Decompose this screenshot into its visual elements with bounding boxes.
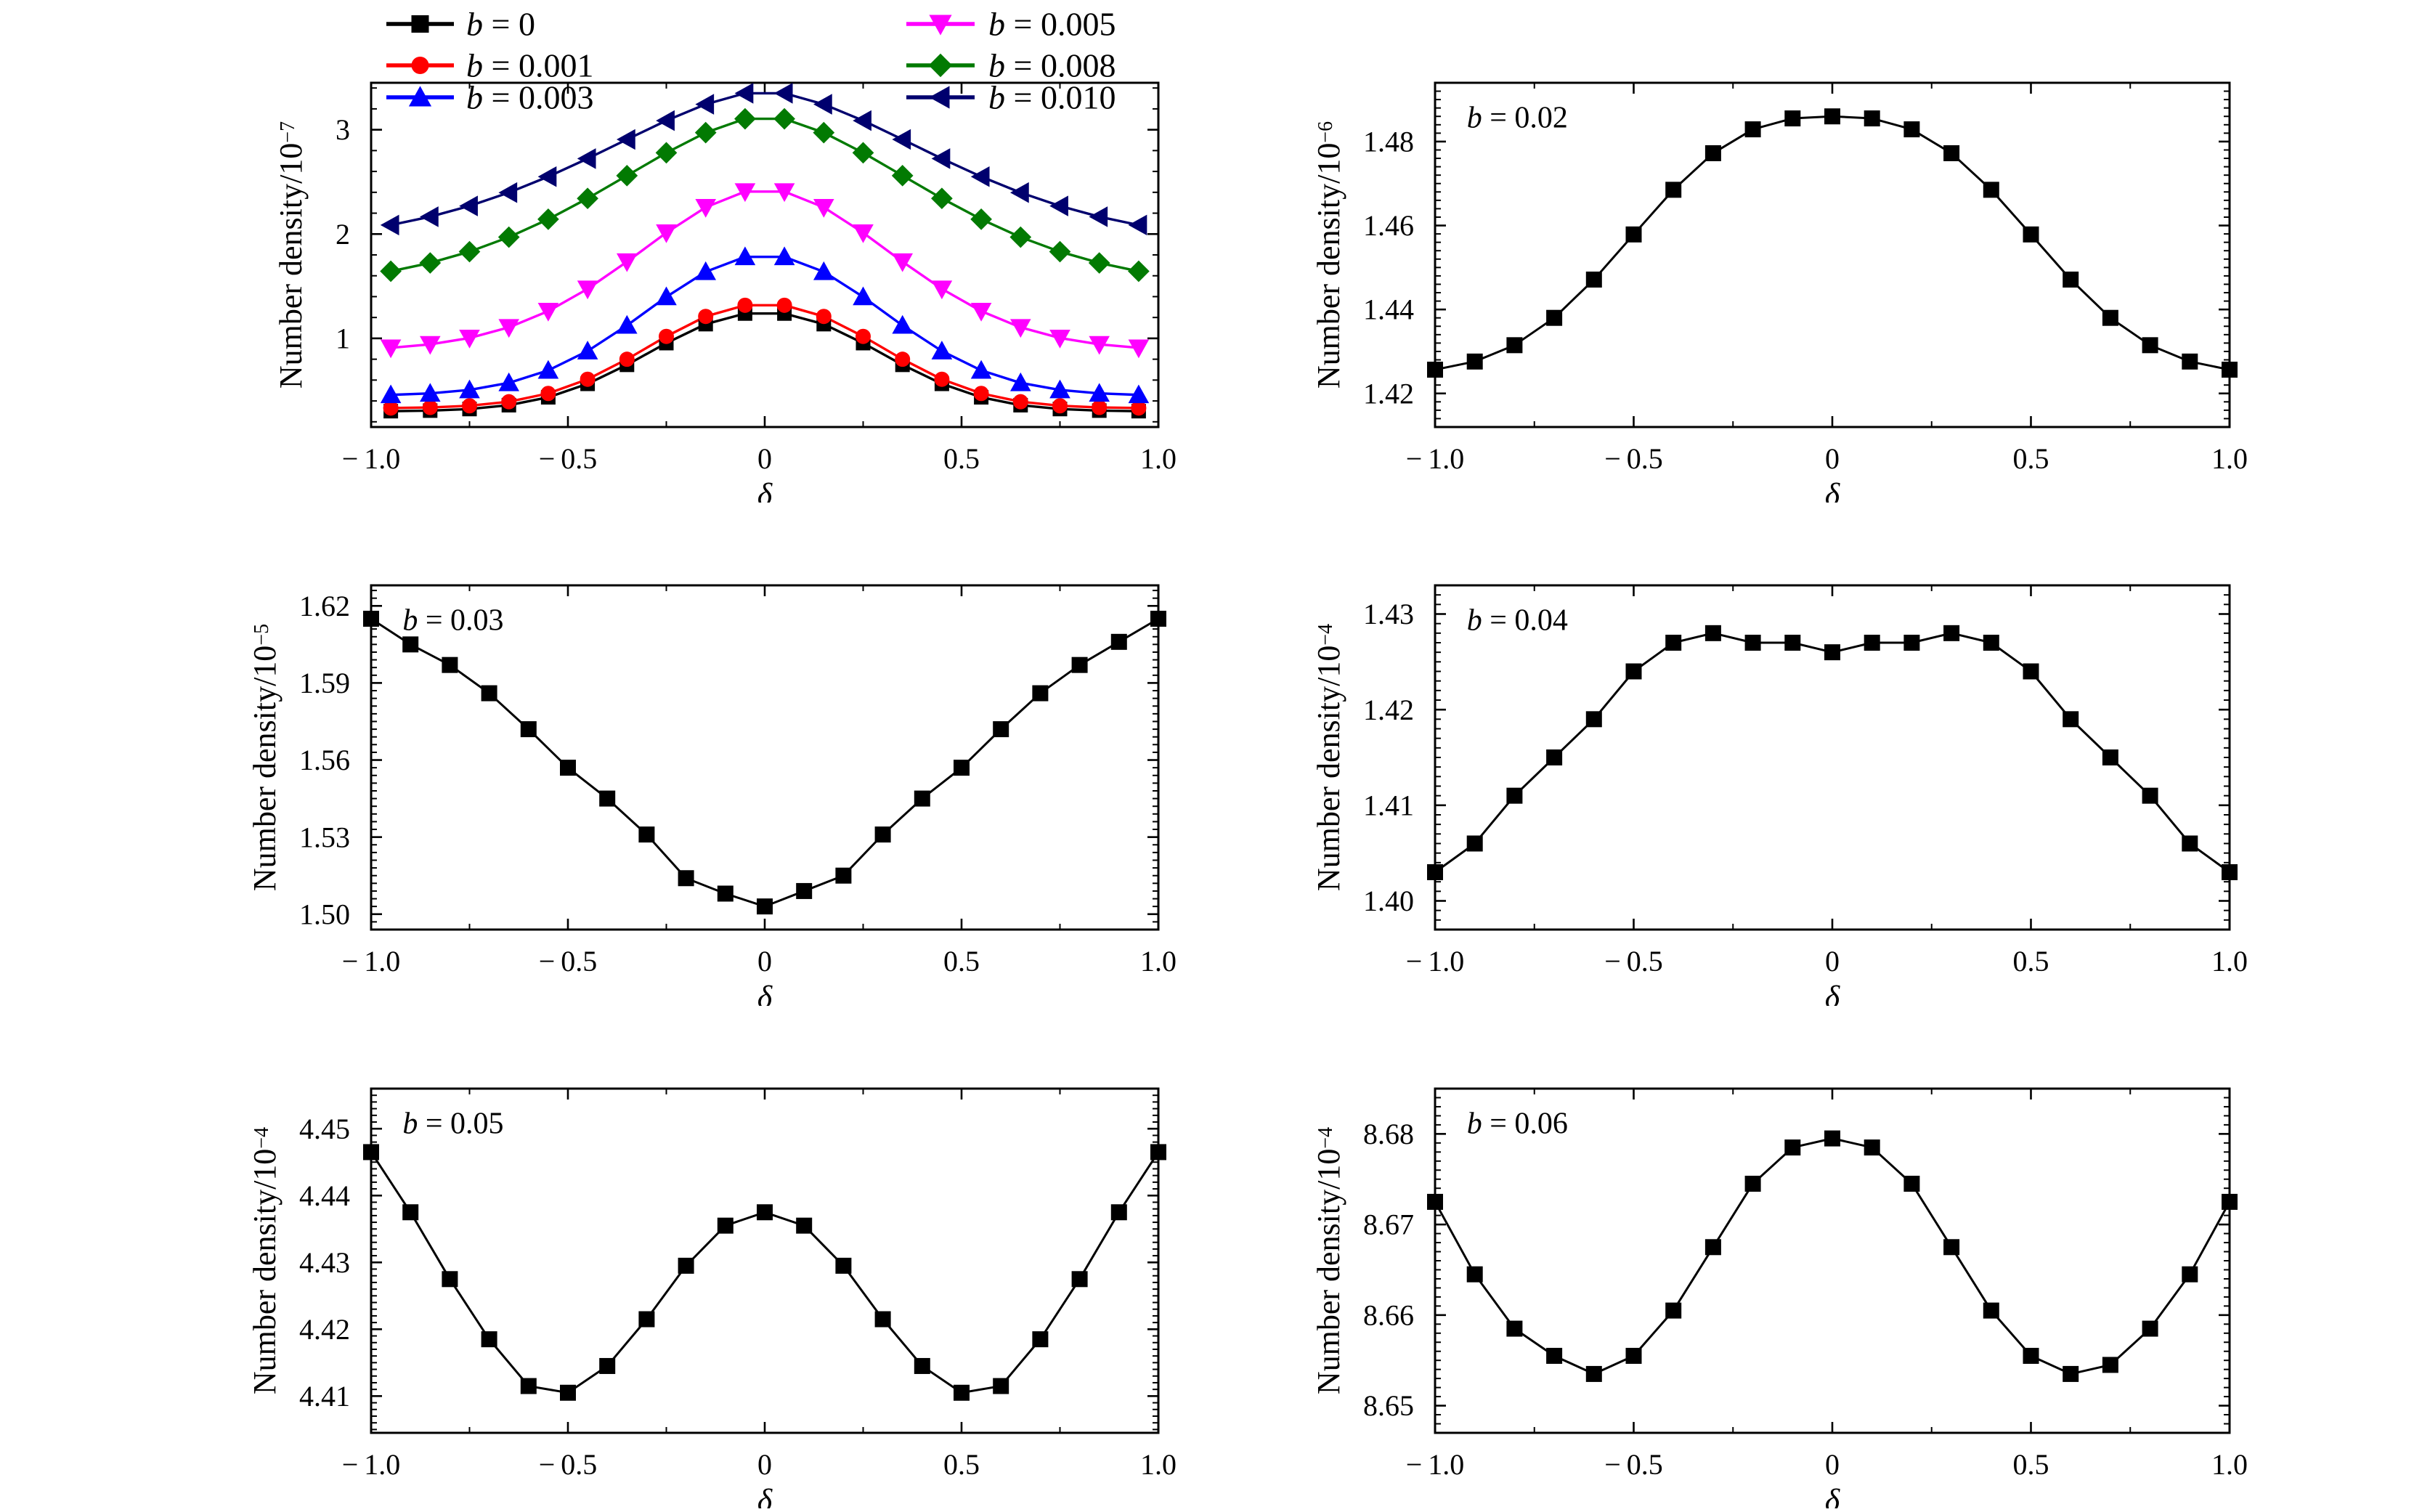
- svg-text:1.0: 1.0: [1140, 442, 1177, 475]
- svg-text:1.0: 1.0: [2211, 945, 2248, 977]
- svg-text:0: 0: [1825, 1448, 1840, 1481]
- svg-text:1.0: 1.0: [1140, 1448, 1177, 1481]
- svg-text:1.50: 1.50: [299, 898, 350, 931]
- svg-text:Number density/10−4: Number density/10−4: [1311, 1127, 1346, 1394]
- svg-text:1.53: 1.53: [299, 821, 350, 854]
- svg-text:δ: δ: [1825, 1482, 1841, 1508]
- svg-text:− 1.0: − 1.0: [1406, 945, 1465, 977]
- svg-text:b = 0.005: b = 0.005: [988, 6, 1116, 43]
- svg-text:− 0.5: − 0.5: [1604, 1448, 1663, 1481]
- svg-text:− 0.5: − 0.5: [539, 945, 598, 977]
- svg-text:− 1.0: − 1.0: [1406, 442, 1465, 475]
- svg-text:1.56: 1.56: [299, 744, 350, 776]
- svg-text:8.67: 8.67: [1363, 1208, 1414, 1240]
- svg-text:− 1.0: − 1.0: [342, 945, 401, 977]
- svg-text:δ: δ: [757, 477, 773, 503]
- svg-text:− 0.5: − 0.5: [1604, 945, 1663, 977]
- svg-text:− 0.5: − 0.5: [539, 442, 598, 475]
- svg-text:4.44: 4.44: [299, 1179, 350, 1212]
- svg-text:0: 0: [1825, 945, 1840, 977]
- svg-text:δ: δ: [1825, 477, 1841, 503]
- svg-text:− 1.0: − 1.0: [1406, 1448, 1465, 1481]
- svg-text:1.0: 1.0: [2211, 1448, 2248, 1481]
- svg-text:4.45: 4.45: [299, 1113, 350, 1145]
- svg-text:0.5: 0.5: [943, 1448, 980, 1481]
- svg-text:b = 0.003: b = 0.003: [466, 79, 593, 116]
- svg-text:− 0.5: − 0.5: [1604, 442, 1663, 475]
- svg-text:Number density/10−4: Number density/10−4: [1311, 624, 1346, 891]
- svg-text:4.42: 4.42: [299, 1313, 350, 1346]
- svg-text:1: 1: [336, 322, 350, 355]
- svg-text:1.59: 1.59: [299, 667, 350, 699]
- svg-text:Number density/10−4: Number density/10−4: [247, 1127, 283, 1394]
- svg-text:b = 0: b = 0: [466, 6, 535, 43]
- svg-text:δ: δ: [757, 980, 773, 1006]
- svg-text:1.42: 1.42: [1363, 694, 1414, 726]
- svg-text:0.5: 0.5: [943, 945, 980, 977]
- svg-text:0: 0: [757, 1448, 772, 1481]
- svg-text:b = 0.010: b = 0.010: [988, 79, 1116, 116]
- svg-text:b = 0.06: b = 0.06: [1467, 1107, 1568, 1140]
- svg-text:0: 0: [757, 945, 772, 977]
- svg-text:8.68: 8.68: [1363, 1118, 1414, 1150]
- svg-text:0.5: 0.5: [943, 442, 980, 475]
- svg-text:1.62: 1.62: [299, 590, 350, 622]
- svg-text:1.44: 1.44: [1363, 293, 1414, 326]
- svg-text:δ: δ: [757, 1482, 773, 1508]
- svg-text:δ: δ: [1825, 980, 1841, 1006]
- svg-text:− 1.0: − 1.0: [342, 442, 401, 475]
- svg-text:b = 0.03: b = 0.03: [402, 604, 503, 638]
- svg-text:b = 0.04: b = 0.04: [1467, 604, 1568, 638]
- svg-text:0.5: 0.5: [2013, 1448, 2049, 1481]
- svg-text:− 1.0: − 1.0: [342, 1448, 401, 1481]
- svg-text:1.43: 1.43: [1363, 598, 1414, 630]
- svg-text:1.0: 1.0: [1140, 945, 1177, 977]
- svg-text:1.46: 1.46: [1363, 209, 1414, 242]
- svg-text:4.43: 4.43: [299, 1246, 350, 1279]
- svg-text:8.65: 8.65: [1363, 1389, 1414, 1422]
- svg-text:2: 2: [336, 218, 350, 251]
- svg-text:0: 0: [757, 442, 772, 475]
- svg-text:0.5: 0.5: [2013, 442, 2049, 475]
- svg-text:0.5: 0.5: [2013, 945, 2049, 977]
- svg-text:1.42: 1.42: [1363, 377, 1414, 410]
- svg-text:1.0: 1.0: [2211, 442, 2248, 475]
- svg-text:b = 0.05: b = 0.05: [402, 1107, 503, 1140]
- svg-text:1.41: 1.41: [1363, 789, 1414, 822]
- svg-text:− 0.5: − 0.5: [539, 1448, 598, 1481]
- svg-text:8.66: 8.66: [1363, 1298, 1414, 1331]
- svg-text:Number density/10−5: Number density/10−5: [247, 624, 283, 891]
- svg-text:4.41: 4.41: [299, 1380, 350, 1413]
- svg-text:1.40: 1.40: [1363, 885, 1414, 917]
- svg-text:0: 0: [1825, 442, 1840, 475]
